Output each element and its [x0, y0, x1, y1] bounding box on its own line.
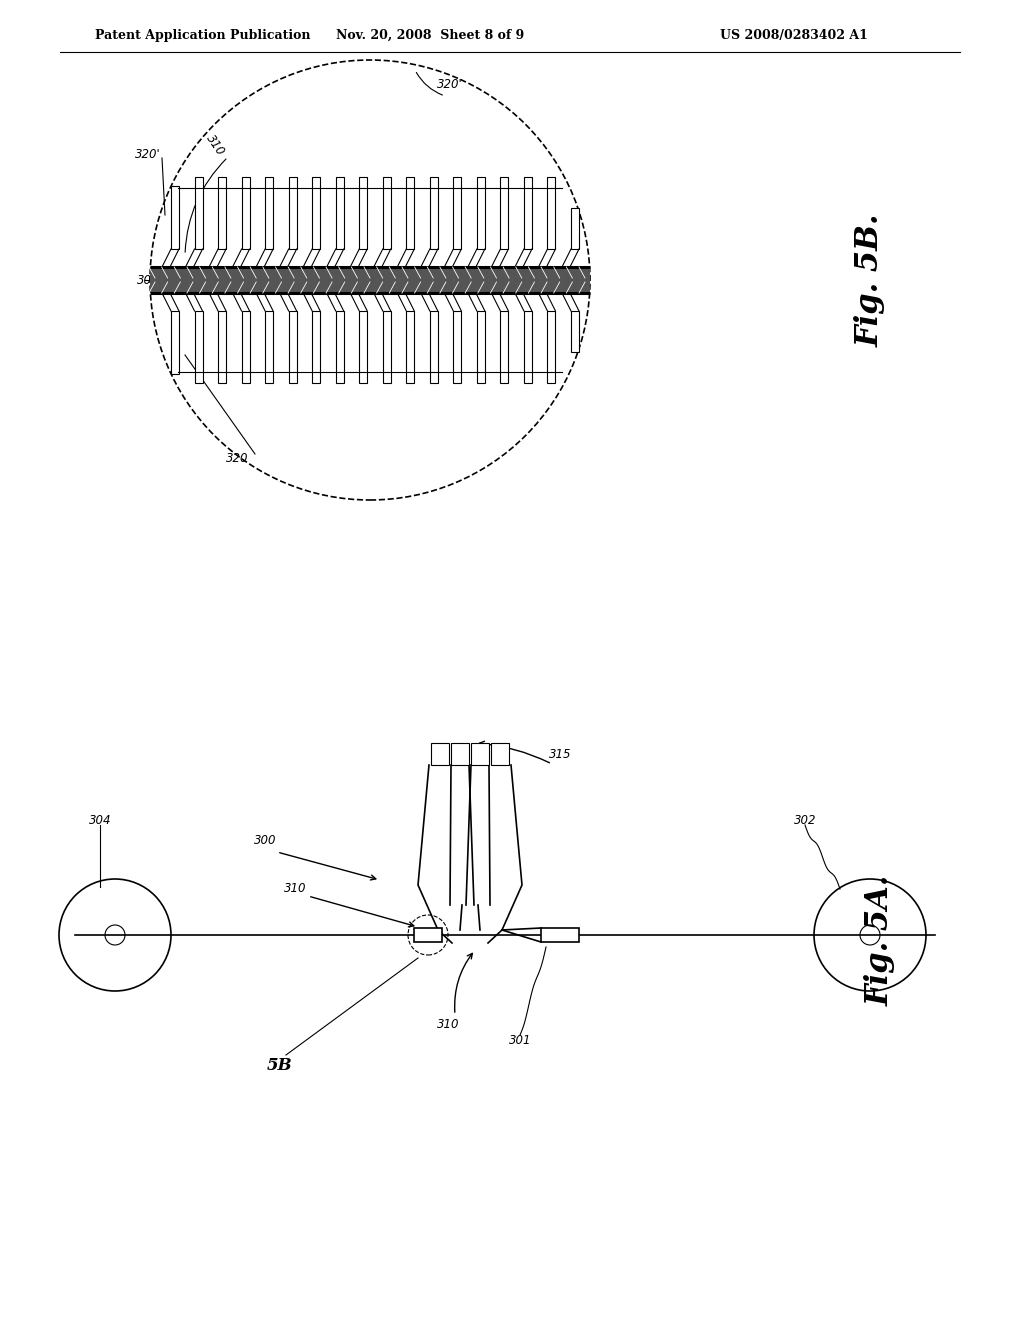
Bar	[289, 177, 297, 249]
Bar	[471, 743, 489, 766]
Bar	[312, 177, 321, 249]
Bar	[242, 312, 250, 383]
Text: Nov. 20, 2008  Sheet 8 of 9: Nov. 20, 2008 Sheet 8 of 9	[336, 29, 524, 41]
Bar	[218, 177, 226, 249]
Bar	[524, 312, 531, 383]
Bar	[454, 177, 462, 249]
Bar	[571, 312, 579, 352]
Bar	[289, 312, 297, 383]
Text: 300: 300	[254, 833, 276, 846]
Bar	[150, 267, 590, 293]
Bar	[242, 177, 250, 249]
Text: 302: 302	[794, 813, 816, 826]
Text: 304: 304	[89, 813, 112, 826]
Bar	[195, 177, 203, 249]
Text: 310: 310	[203, 132, 226, 158]
Text: Fig. 5B.: Fig. 5B.	[854, 214, 886, 347]
Bar	[195, 312, 203, 383]
Bar	[501, 312, 508, 383]
Bar	[218, 312, 226, 383]
Text: 310: 310	[437, 1019, 459, 1031]
Bar	[524, 177, 531, 249]
Bar	[359, 312, 368, 383]
Bar	[265, 312, 273, 383]
Bar	[571, 209, 579, 249]
Bar	[383, 177, 391, 249]
Bar	[548, 312, 555, 383]
Bar	[454, 312, 462, 383]
Bar	[451, 743, 469, 766]
Bar	[407, 312, 415, 383]
Text: Fig. 5A.: Fig. 5A.	[864, 874, 896, 1006]
Text: 320': 320'	[437, 78, 463, 91]
Text: 320': 320'	[135, 149, 161, 161]
Bar	[548, 177, 555, 249]
Bar	[490, 743, 509, 766]
Bar	[430, 177, 438, 249]
Text: Patent Application Publication: Patent Application Publication	[95, 29, 310, 41]
Bar	[431, 743, 449, 766]
Bar	[265, 177, 273, 249]
Text: 301: 301	[509, 1034, 531, 1047]
Bar	[407, 177, 415, 249]
Bar	[430, 312, 438, 383]
Bar	[336, 312, 344, 383]
Bar	[383, 312, 391, 383]
Bar	[501, 177, 508, 249]
Text: 320: 320	[225, 451, 248, 465]
Bar	[336, 177, 344, 249]
Bar	[359, 177, 368, 249]
Bar	[477, 177, 485, 249]
Bar	[171, 312, 179, 374]
Bar	[477, 312, 485, 383]
Text: US 2008/0283402 A1: US 2008/0283402 A1	[720, 29, 868, 41]
Text: 301: 301	[137, 273, 160, 286]
Bar	[312, 312, 321, 383]
Bar	[171, 186, 179, 249]
Text: 5B: 5B	[267, 1056, 293, 1073]
Bar	[414, 928, 442, 942]
Bar	[541, 928, 579, 942]
Text: 315: 315	[549, 748, 571, 762]
Text: 310: 310	[284, 882, 306, 895]
